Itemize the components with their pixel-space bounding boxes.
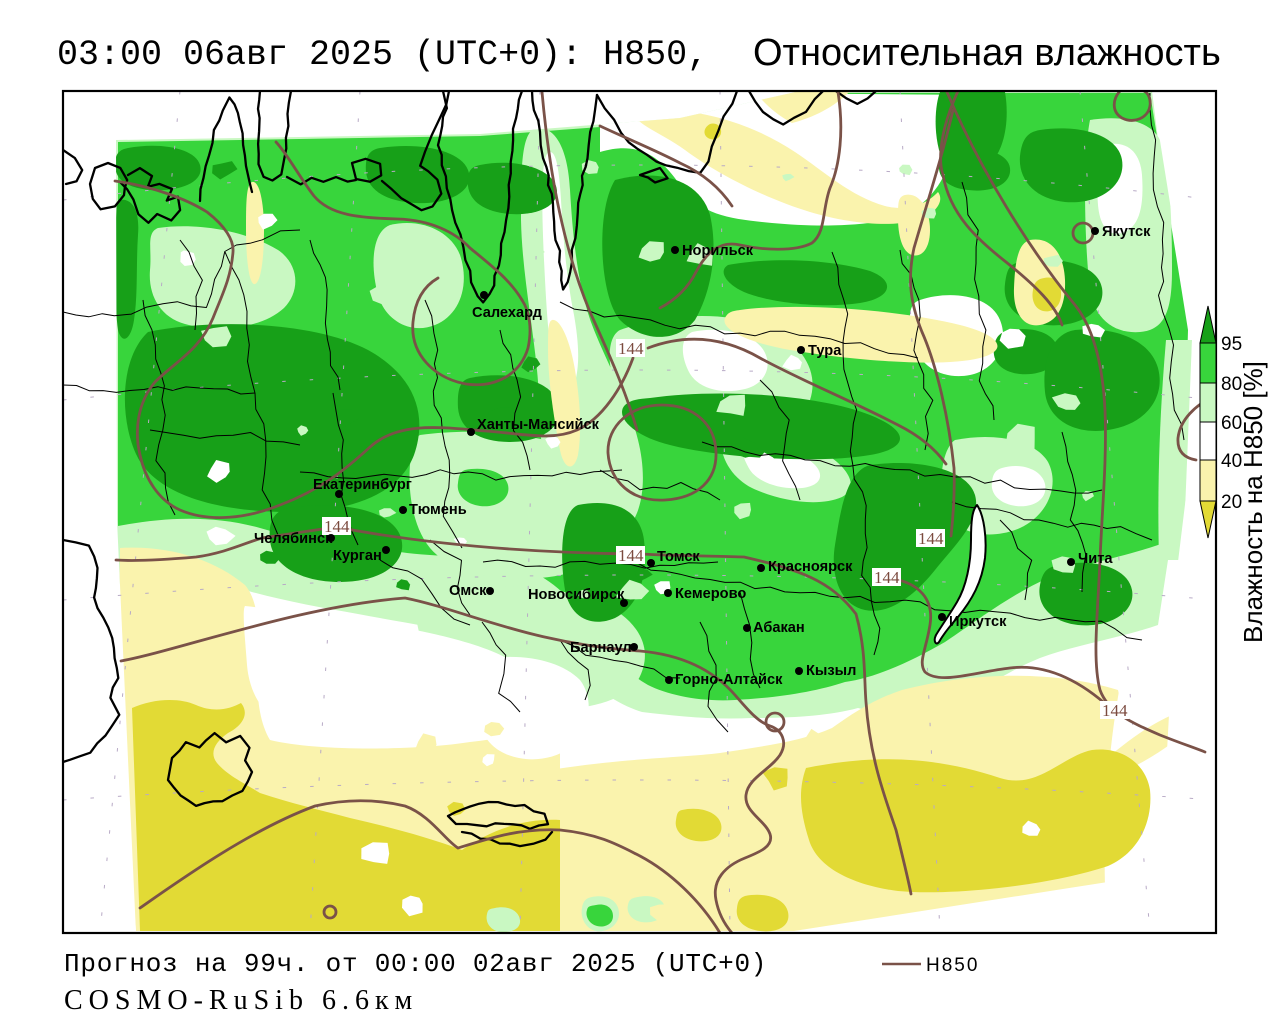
svg-text:Барнаул: Барнаул: [570, 640, 632, 656]
svg-text:40: 40: [1221, 451, 1242, 472]
svg-text:Тюмень: Тюмень: [409, 502, 467, 518]
svg-text:Относительная влажность: Относительная влажность: [753, 32, 1221, 74]
svg-text:Красноярск: Красноярск: [768, 559, 853, 575]
svg-text:Норильск: Норильск: [682, 243, 754, 259]
svg-text:144: 144: [874, 568, 900, 587]
svg-text:Кызыл: Кызыл: [806, 663, 856, 679]
svg-text:Челябинск: Челябинск: [254, 531, 333, 547]
svg-text:144: 144: [918, 529, 944, 548]
svg-text:144: 144: [618, 546, 644, 565]
svg-text:80: 80: [1221, 374, 1242, 395]
svg-text:03:00 06авг 2025 (UTC+0): H850: 03:00 06авг 2025 (UTC+0): H850,: [57, 35, 708, 75]
svg-text:Абакан: Абакан: [753, 620, 805, 636]
svg-text:Прогноз на 99ч. от 00:00 02авг: Прогноз на 99ч. от 00:00 02авг 2025 (UTC…: [64, 949, 767, 979]
svg-text:Горно-Алтайск: Горно-Алтайск: [675, 672, 783, 688]
svg-text:Иркутск: Иркутск: [949, 614, 1007, 630]
svg-text:Кемерово: Кемерово: [675, 586, 746, 602]
svg-text:Влажность на H850 [%]: Влажность на H850 [%]: [1238, 361, 1268, 643]
svg-text:Тура: Тура: [808, 343, 842, 359]
svg-text:144: 144: [324, 517, 350, 536]
svg-text:60: 60: [1221, 413, 1242, 434]
svg-text:COSMO-RuSib 6.6км: COSMO-RuSib 6.6км: [64, 985, 418, 1016]
svg-text:Новосибирск: Новосибирск: [528, 587, 625, 603]
svg-text:Екатеринбург: Екатеринбург: [313, 477, 412, 493]
svg-text:H850: H850: [926, 955, 979, 976]
svg-text:Томск: Томск: [657, 549, 700, 565]
svg-text:95: 95: [1221, 334, 1242, 355]
svg-text:Салехард: Салехард: [472, 305, 542, 321]
svg-text:Омск: Омск: [449, 583, 487, 599]
svg-text:Курган: Курган: [333, 548, 382, 564]
svg-text:Якутск: Якутск: [1102, 224, 1151, 240]
svg-text:20: 20: [1221, 492, 1242, 513]
svg-text:Ханты-Мансийск: Ханты-Мансийск: [477, 417, 600, 433]
svg-text:144: 144: [618, 339, 644, 358]
svg-text:Чита: Чита: [1078, 551, 1113, 567]
svg-text:144: 144: [1102, 701, 1128, 720]
